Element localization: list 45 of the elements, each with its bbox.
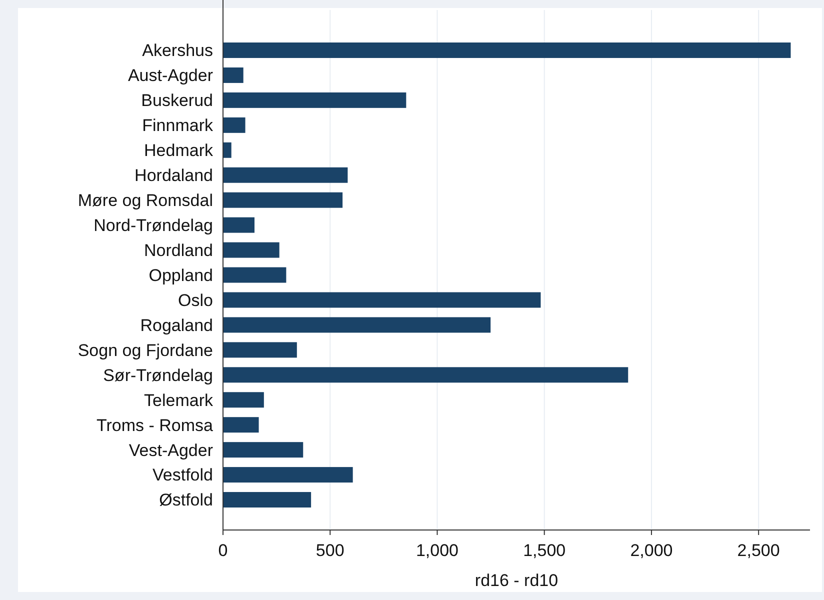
bar [223, 217, 254, 233]
y-tick-label: Møre og Romsdal [78, 191, 213, 210]
bar [223, 492, 312, 508]
bar [223, 367, 628, 383]
bar [223, 167, 348, 183]
y-tick-label: Akershus [142, 41, 213, 60]
x-tick-label: 1,500 [523, 541, 566, 560]
bar [223, 317, 491, 333]
y-tick-label: Oppland [148, 266, 213, 285]
bar [223, 417, 259, 433]
x-tick-label: 500 [316, 541, 344, 560]
y-tick-label: Østfold [159, 490, 213, 510]
y-tick-label: Finnmark [142, 116, 214, 136]
bar [223, 67, 244, 83]
bar [223, 192, 343, 208]
y-tick-label: Hedmark [144, 141, 214, 160]
x-tick-label: 2,000 [630, 541, 673, 560]
y-tick-label: Nordland [144, 240, 213, 260]
y-tick-label: Rogaland [140, 316, 213, 335]
y-tick-label: Buskerud [141, 91, 213, 110]
bar [223, 342, 297, 358]
y-tick-label: Nord-Trøndelag [94, 216, 213, 236]
bar [223, 392, 264, 408]
bar [223, 142, 232, 158]
y-tick-label: Sør-Trøndelag [103, 366, 213, 385]
y-tick-label: Aust-Agder [128, 66, 214, 86]
y-tick-label: Vestfold [152, 466, 213, 485]
bar [223, 467, 353, 483]
bar [223, 242, 280, 258]
y-tick-label: Vest-Agder [128, 440, 214, 460]
y-tick-label: Oslo [178, 290, 213, 310]
bar [223, 117, 246, 133]
y-tick-label: Troms - Romsa [96, 416, 214, 435]
bar [223, 442, 304, 458]
x-tick-label: 2,500 [737, 541, 780, 560]
x-tick-label: 1,000 [416, 541, 459, 560]
bar [223, 267, 286, 283]
x-tick-label: 0 [218, 541, 228, 560]
bar [223, 42, 791, 58]
bar [223, 92, 406, 108]
y-tick-label: Hordaland [134, 166, 213, 186]
x-axis-title: rd16 - rd10 [474, 571, 558, 590]
bar [223, 292, 541, 308]
y-tick-label: Telemark [144, 390, 214, 410]
y-tick-label: Sogn og Fjordane [78, 340, 213, 360]
